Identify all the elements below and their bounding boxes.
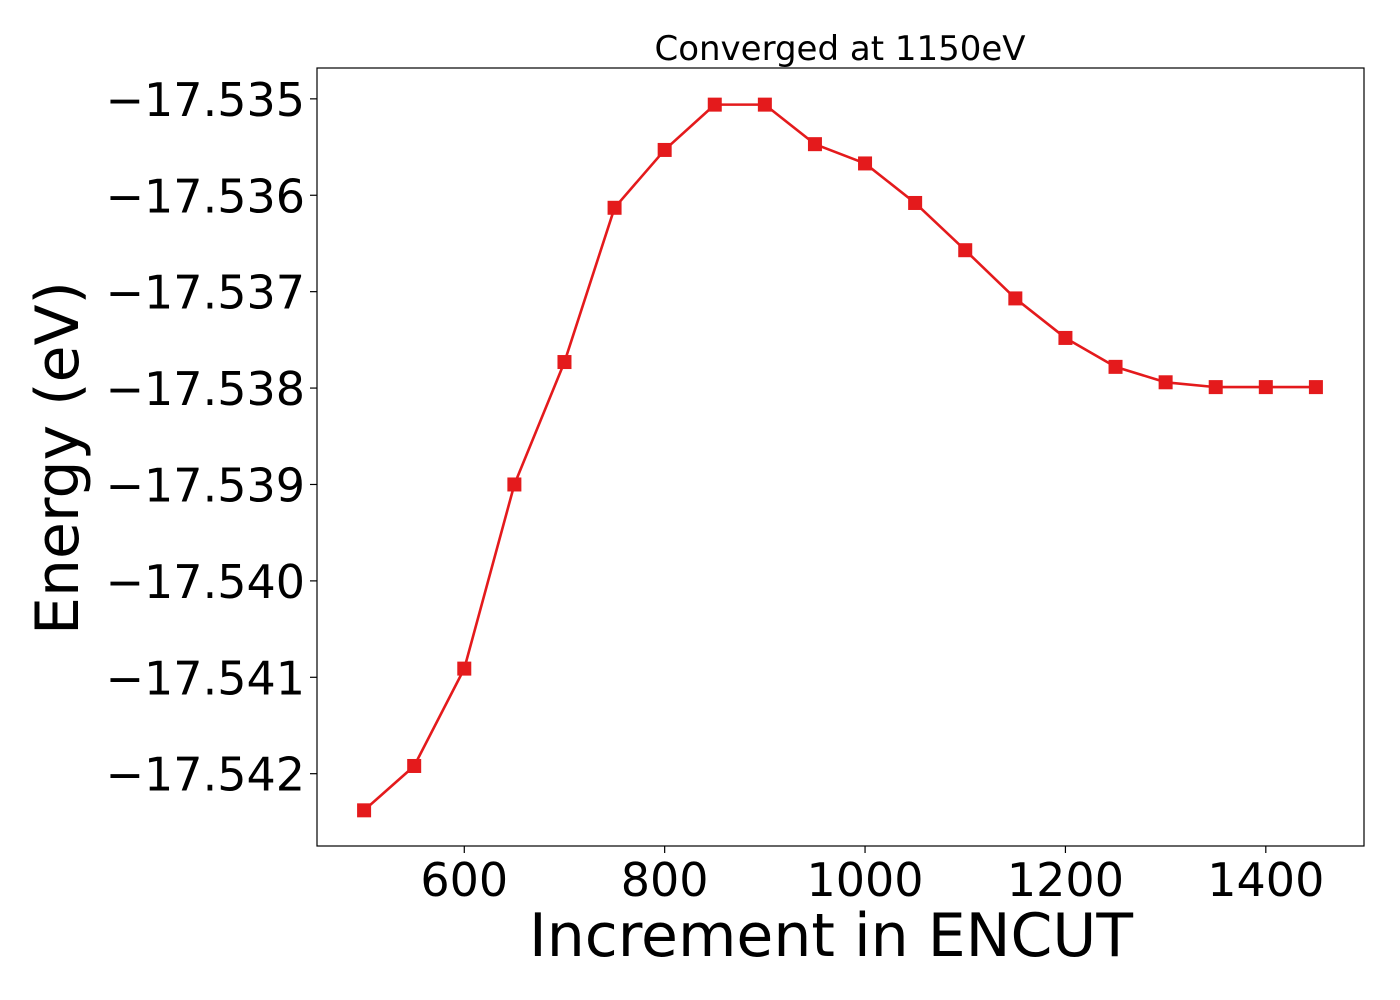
x-axis-label: Increment in ENCUT (529, 901, 1133, 971)
data-point-marker (507, 477, 522, 492)
series-line (363, 103, 1316, 812)
data-point-marker (1208, 380, 1223, 395)
y-tick-label: −17.541 (106, 651, 306, 705)
data-point-marker (1308, 380, 1323, 395)
data-point-marker (958, 243, 973, 258)
x-axis: 600 800 1000 1200 1400 (420, 846, 1324, 907)
y-tick-label: −17.537 (106, 266, 306, 320)
data-point-marker (457, 661, 472, 676)
y-tick-label: −17.535 (106, 73, 306, 127)
data-point-marker (607, 200, 622, 215)
y-tick-label: −17.542 (106, 748, 306, 802)
data-point-marker (1058, 330, 1073, 345)
plot-frame (316, 67, 1365, 847)
x-tick-label: 1200 (1007, 853, 1124, 907)
x-tick-label: 1000 (807, 853, 924, 907)
y-axis-label: Energy (eV) (23, 281, 93, 635)
data-point-marker (1008, 291, 1023, 306)
y-axis: −17.535 −17.536 −17.537 −17.538 −17.539 −17.5… (106, 73, 317, 802)
x-tick-label: 600 (420, 853, 508, 907)
data-point-marker (858, 156, 873, 171)
data-point-marker (357, 803, 372, 818)
y-tick-label: −17.540 (106, 555, 306, 609)
x-tick-label: 1400 (1207, 853, 1324, 907)
data-point-marker (1258, 380, 1273, 395)
data-point-marker (707, 97, 722, 112)
chart-title: Converged at 1150eV (654, 29, 1025, 69)
data-point-marker (1108, 359, 1123, 374)
plot-area (357, 97, 1323, 818)
data-point-marker (807, 137, 822, 152)
data-point-marker (1158, 375, 1173, 390)
data-point-marker (407, 758, 422, 773)
y-tick-label: −17.536 (106, 169, 306, 223)
data-point-marker (557, 355, 572, 370)
y-tick-label: −17.538 (106, 362, 306, 416)
data-point-marker (657, 142, 672, 157)
data-point-marker (757, 97, 772, 112)
y-tick-label: −17.539 (106, 458, 306, 512)
x-tick-label: 800 (621, 853, 709, 907)
data-point-marker (908, 195, 923, 210)
